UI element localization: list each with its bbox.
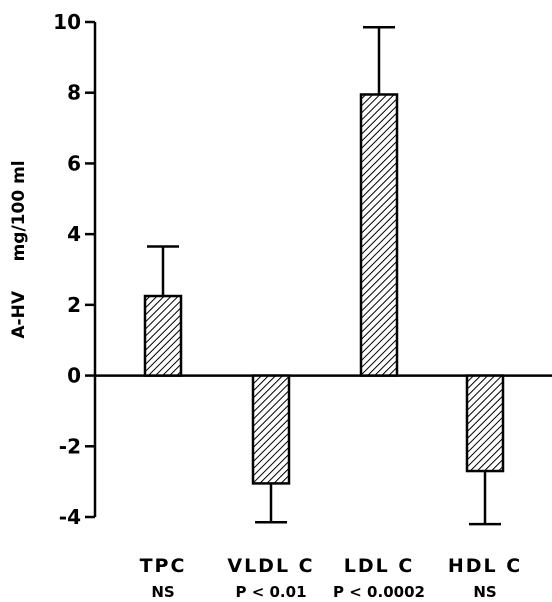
y-tick-label: -2 — [59, 434, 81, 458]
category-label: VLDL C — [227, 555, 314, 577]
y-axis-label: A-HV mg/100 ml — [9, 160, 29, 338]
bar — [359, 93, 399, 377]
category-label: LDL C — [344, 555, 415, 577]
bars — [143, 26, 505, 526]
y-tick-label: 8 — [67, 81, 81, 105]
y-axis: -4 -2 0 2 4 6 8 10 — [53, 10, 97, 529]
significance-label: NS — [473, 583, 496, 601]
y-tick-label: 4 — [67, 222, 81, 246]
category-label: HDL C — [448, 555, 522, 577]
y-tick-label: 6 — [67, 151, 81, 175]
bar — [465, 374, 505, 473]
bar — [251, 374, 291, 485]
y-tick-label: 0 — [67, 364, 81, 388]
y-tick-label: -4 — [59, 505, 81, 529]
bar — [143, 294, 183, 377]
significance-label: P < 0.01 — [235, 583, 306, 601]
category-label: TPC — [140, 555, 187, 577]
significance-label: NS — [151, 583, 174, 601]
y-tick-label: 2 — [67, 293, 81, 317]
significance-label: P < 0.0002 — [333, 583, 425, 601]
y-tick-label: 10 — [53, 10, 81, 34]
category-labels: TPC NS VLDL C P < 0.01 LDL C P < 0.0002 HDL C N… — [140, 555, 522, 601]
